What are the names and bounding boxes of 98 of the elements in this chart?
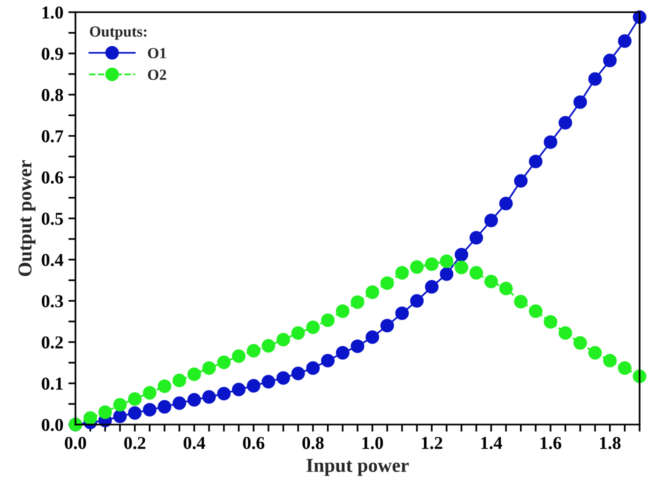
y-tick-label: 0.9 <box>42 48 63 60</box>
point <box>172 396 186 410</box>
point <box>276 371 290 385</box>
x-tick-label: 0.6 <box>243 436 264 450</box>
legend-label: O1 <box>148 48 166 58</box>
point <box>366 285 380 299</box>
point <box>366 330 380 344</box>
point <box>321 313 335 328</box>
point <box>484 274 498 288</box>
point <box>202 361 216 375</box>
x-tick-label: 0.8 <box>302 436 324 450</box>
point <box>528 304 542 318</box>
point <box>618 34 632 48</box>
point <box>470 230 484 245</box>
point <box>424 280 439 294</box>
point <box>573 95 587 109</box>
point <box>499 196 513 210</box>
y-tick-label: 0.3 <box>42 295 64 308</box>
point <box>603 354 617 368</box>
point <box>142 402 156 416</box>
point <box>158 400 172 414</box>
y-tick-label: 1.0 <box>42 6 63 19</box>
point <box>350 295 364 309</box>
x-axis-title: Input power <box>306 459 409 476</box>
point <box>217 386 231 400</box>
point <box>588 72 602 86</box>
point <box>395 306 409 320</box>
point <box>514 294 528 308</box>
point <box>306 320 320 334</box>
x-tick-label: 1.0 <box>362 436 383 450</box>
point <box>514 174 528 188</box>
y-tick-label: 0.0 <box>42 418 63 432</box>
point <box>544 135 558 149</box>
point <box>558 326 572 340</box>
point <box>528 154 542 168</box>
point <box>499 282 513 296</box>
point <box>217 356 231 370</box>
point <box>246 379 260 393</box>
point <box>128 406 142 420</box>
point <box>246 344 260 358</box>
legend-title: Outputs: <box>90 26 146 40</box>
point <box>84 411 98 425</box>
point <box>113 398 127 412</box>
point <box>440 254 454 268</box>
y-tick-label: 0.6 <box>42 171 64 184</box>
point <box>321 354 335 368</box>
point <box>380 318 394 332</box>
y-tick-label: 0.7 <box>42 130 64 142</box>
point <box>440 267 454 281</box>
point <box>158 379 172 393</box>
point <box>454 248 468 262</box>
point <box>424 257 439 271</box>
point <box>172 374 186 388</box>
point <box>470 266 484 280</box>
point <box>291 366 305 380</box>
point <box>113 410 127 424</box>
point <box>187 393 201 407</box>
point <box>306 361 320 375</box>
point <box>573 336 587 350</box>
point <box>202 390 216 404</box>
x-tick-label: 1.8 <box>600 436 621 450</box>
y-axis-title: Output power <box>18 160 36 276</box>
point <box>603 54 617 68</box>
x-tick-label: 1.2 <box>422 436 442 450</box>
x-tick-label: 1.4 <box>481 436 502 450</box>
point <box>558 116 572 130</box>
point <box>544 315 558 329</box>
point <box>262 339 276 353</box>
point <box>232 349 246 363</box>
point <box>142 386 156 400</box>
x-tick-label: 1.6 <box>540 436 562 450</box>
point <box>410 294 424 308</box>
x-tick-label: 0.4 <box>184 436 206 450</box>
point <box>484 214 498 228</box>
point <box>454 260 468 274</box>
point <box>187 367 201 382</box>
point <box>618 361 632 375</box>
x-tick-label: 0.0 <box>64 436 86 450</box>
y-tick-label: 0.5 <box>42 212 63 225</box>
y-tick-label: 0.2 <box>42 336 63 349</box>
point <box>336 346 350 360</box>
point <box>128 392 142 406</box>
x-tick-label: 0.2 <box>124 436 146 450</box>
point <box>276 332 290 346</box>
y-tick-label: 0.8 <box>42 88 64 102</box>
point <box>336 304 350 318</box>
point <box>410 260 424 274</box>
point <box>262 374 276 388</box>
point <box>350 339 364 353</box>
y-tick-label: 0.1 <box>42 378 63 390</box>
point <box>395 266 409 280</box>
point <box>380 276 394 290</box>
point <box>98 405 112 419</box>
point <box>291 326 305 340</box>
point <box>232 382 246 396</box>
point <box>588 346 602 360</box>
y-tick-label: 0.4 <box>42 254 64 266</box>
legend-label: O2 <box>148 70 166 80</box>
